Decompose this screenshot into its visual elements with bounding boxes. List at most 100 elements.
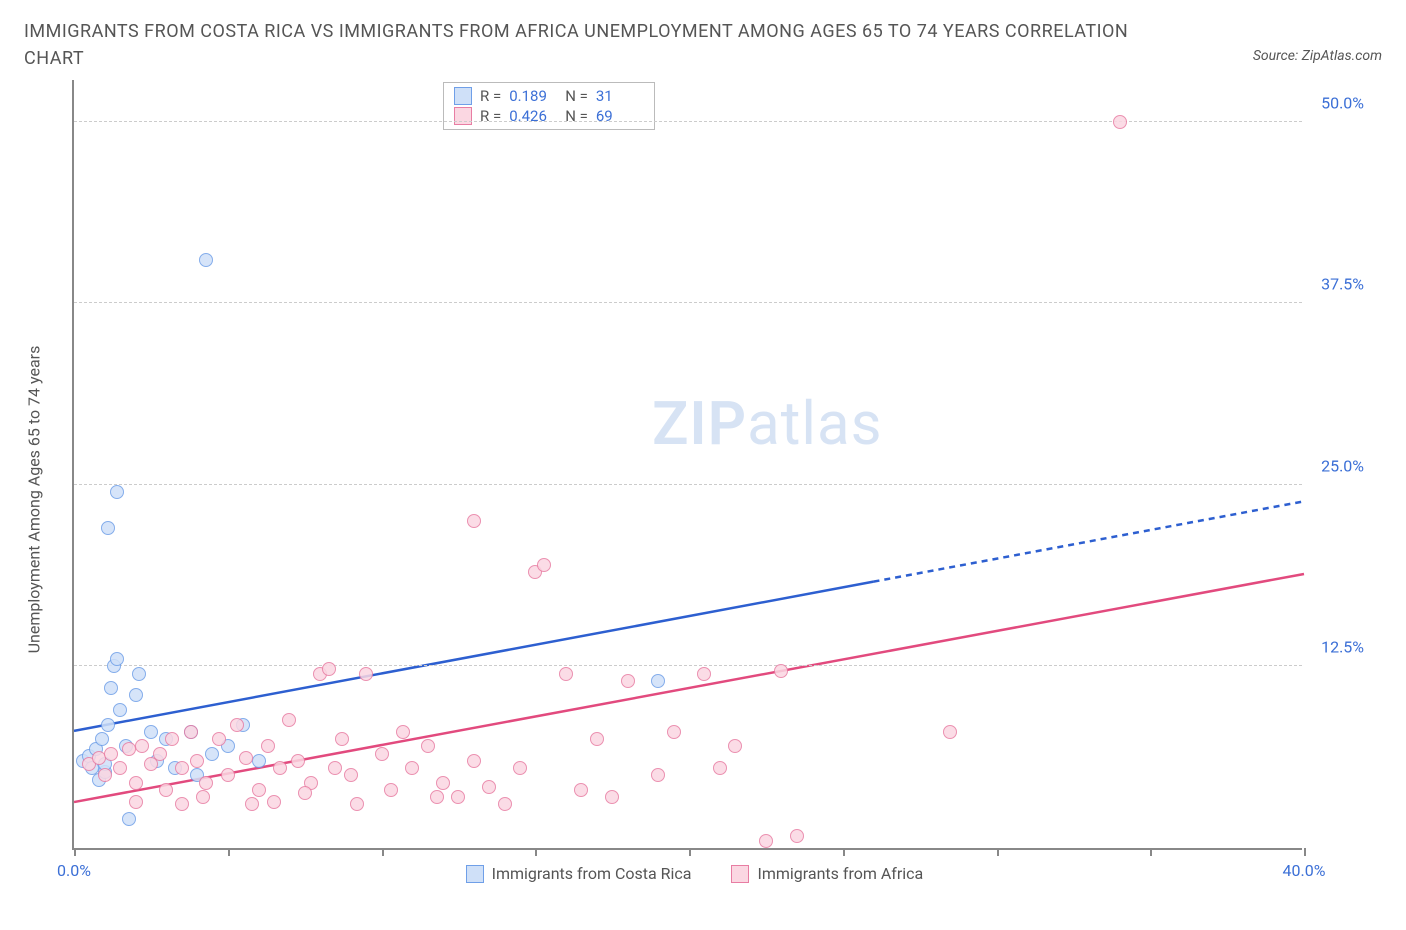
- x-tick: [228, 848, 230, 856]
- scatter-point: [559, 667, 573, 681]
- scatter-point: [943, 725, 957, 739]
- scatter-point: [697, 667, 711, 681]
- legend-item: Immigrants from Africa: [731, 864, 923, 883]
- x-tick: [997, 848, 999, 856]
- scatter-point: [101, 521, 115, 535]
- scatter-point: [113, 703, 127, 717]
- r-value: 0.189: [509, 87, 557, 105]
- y-tick-label: 37.5%: [1321, 275, 1364, 294]
- n-value: 69: [596, 107, 644, 125]
- scatter-point: [1113, 115, 1127, 129]
- scatter-point: [605, 790, 619, 804]
- legend-swatch: [454, 87, 472, 105]
- gridline: [74, 484, 1302, 485]
- trend-lines: [74, 80, 1304, 850]
- scatter-point: [467, 754, 481, 768]
- scatter-point: [230, 718, 244, 732]
- x-tick-label: 0.0%: [57, 861, 91, 880]
- legend-label: Immigrants from Africa: [757, 864, 923, 883]
- scatter-point: [132, 667, 146, 681]
- scatter-point: [129, 688, 143, 702]
- scatter-point: [104, 681, 118, 695]
- n-label: N =: [565, 87, 588, 105]
- legend-stats: R =0.189N =31R =0.426N =69: [443, 82, 655, 130]
- y-tick-label: 25.0%: [1321, 456, 1364, 475]
- scatter-point: [451, 790, 465, 804]
- scatter-point: [129, 776, 143, 790]
- legend-swatch: [466, 865, 484, 883]
- y-axis-label: Unemployment Among Ages 65 to 74 years: [25, 346, 44, 654]
- scatter-point: [113, 761, 127, 775]
- chart-area: Unemployment Among Ages 65 to 74 years Z…: [24, 80, 1382, 900]
- scatter-point: [212, 732, 226, 746]
- scatter-point: [267, 795, 281, 809]
- scatter-point: [184, 725, 198, 739]
- scatter-point: [759, 834, 773, 848]
- scatter-point: [375, 747, 389, 761]
- gridline: [74, 302, 1302, 303]
- scatter-point: [190, 754, 204, 768]
- n-value: 31: [596, 87, 644, 105]
- x-tick: [1304, 848, 1306, 856]
- x-tick: [843, 848, 845, 856]
- scatter-point: [221, 768, 235, 782]
- scatter-point: [239, 751, 253, 765]
- scatter-point: [498, 797, 512, 811]
- scatter-point: [175, 761, 189, 775]
- source-label: Source: ZipAtlas.com: [1253, 48, 1382, 64]
- scatter-point: [482, 780, 496, 794]
- legend-swatch: [454, 107, 472, 125]
- x-tick: [74, 848, 76, 856]
- scatter-point: [590, 732, 604, 746]
- scatter-point: [135, 739, 149, 753]
- scatter-point: [110, 652, 124, 666]
- y-tick-label: 50.0%: [1321, 93, 1364, 112]
- scatter-point: [199, 253, 213, 267]
- scatter-point: [144, 725, 158, 739]
- scatter-point: [436, 776, 450, 790]
- scatter-point: [98, 768, 112, 782]
- scatter-point: [651, 674, 665, 688]
- scatter-point: [153, 747, 167, 761]
- scatter-point: [245, 797, 259, 811]
- scatter-point: [261, 739, 275, 753]
- scatter-point: [175, 797, 189, 811]
- gridline: [74, 665, 1302, 666]
- scatter-point: [359, 667, 373, 681]
- x-tick: [689, 848, 691, 856]
- scatter-point: [344, 768, 358, 782]
- scatter-point: [129, 795, 143, 809]
- scatter-point: [165, 732, 179, 746]
- legend-stats-row: R =0.426N =69: [454, 107, 644, 125]
- scatter-point: [252, 783, 266, 797]
- r-value: 0.426: [509, 107, 557, 125]
- y-tick-label: 12.5%: [1321, 638, 1364, 657]
- r-label: R =: [480, 107, 501, 125]
- plot-box: ZIPatlas R =0.189N =31R =0.426N =69 12.5…: [72, 80, 1302, 850]
- scatter-point: [196, 790, 210, 804]
- scatter-point: [667, 725, 681, 739]
- scatter-point: [513, 761, 527, 775]
- scatter-point: [205, 747, 219, 761]
- scatter-point: [421, 739, 435, 753]
- scatter-point: [621, 674, 635, 688]
- scatter-point: [384, 783, 398, 797]
- scatter-point: [95, 732, 109, 746]
- legend-item: Immigrants from Costa Rica: [466, 864, 692, 883]
- scatter-point: [790, 829, 804, 843]
- scatter-point: [405, 761, 419, 775]
- r-label: R =: [480, 87, 501, 105]
- scatter-point: [322, 662, 336, 676]
- scatter-point: [298, 786, 312, 800]
- scatter-point: [430, 790, 444, 804]
- scatter-point: [728, 739, 742, 753]
- x-tick: [1150, 848, 1152, 856]
- scatter-point: [159, 783, 173, 797]
- scatter-point: [291, 754, 305, 768]
- scatter-point: [396, 725, 410, 739]
- legend-series: Immigrants from Costa Rica Immigrants fro…: [466, 864, 924, 883]
- scatter-point: [350, 797, 364, 811]
- scatter-point: [537, 558, 551, 572]
- scatter-point: [651, 768, 665, 782]
- scatter-point: [252, 754, 266, 768]
